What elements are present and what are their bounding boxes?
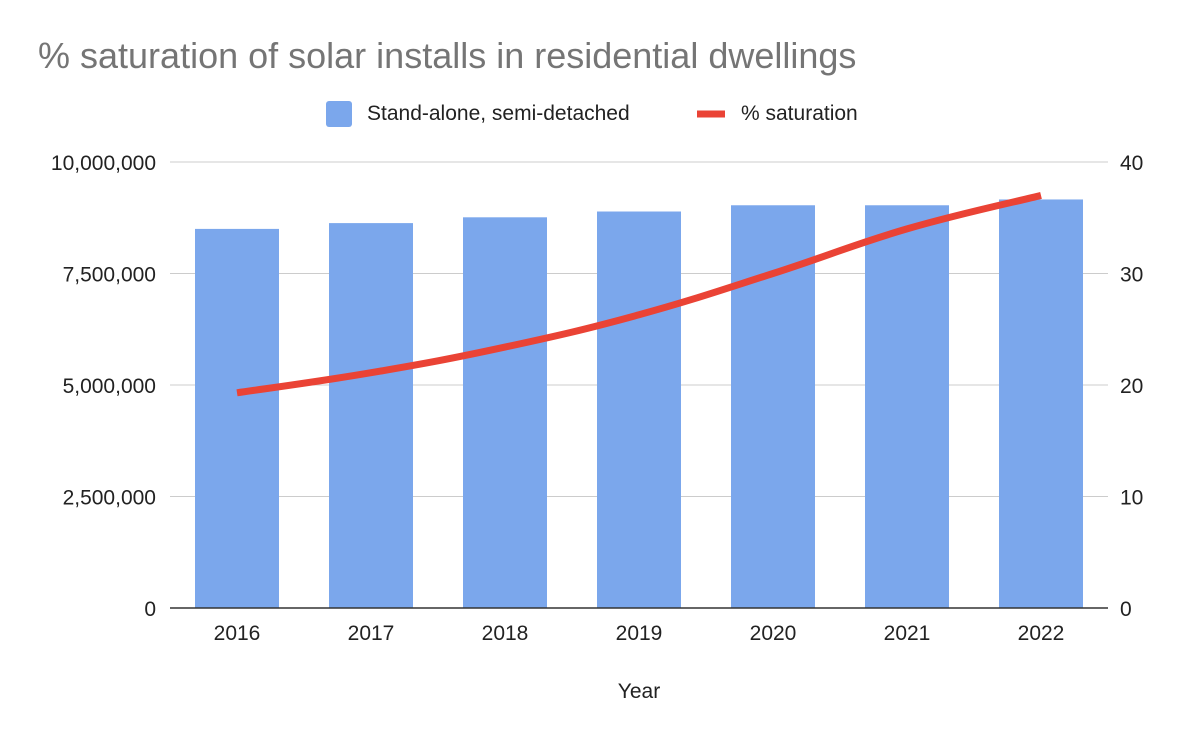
bar [999, 199, 1083, 609]
x-tick-label: 2020 [750, 622, 797, 645]
x-tick-label: 2017 [348, 622, 395, 645]
right-tick-label: 30 [1120, 264, 1143, 287]
right-axis-ticks: 0 10 20 30 40 [1120, 152, 1143, 621]
legend-label-line: % saturation [741, 102, 858, 125]
legend-swatch-bars [326, 101, 352, 127]
right-tick-label: 20 [1120, 375, 1143, 398]
bar [329, 223, 413, 609]
x-tick-label: 2016 [214, 622, 261, 645]
right-tick-label: 10 [1120, 487, 1143, 510]
right-tick-label: 0 [1120, 598, 1132, 621]
left-axis-ticks: 0 2,500,000 5,000,000 7,500,000 10,000,000 [51, 152, 156, 621]
left-tick-label: 2,500,000 [63, 487, 156, 510]
x-axis-title: Year [618, 680, 660, 703]
left-tick-label: 7,500,000 [63, 264, 156, 287]
bar [865, 205, 949, 608]
chart-title: % saturation of solar installs in reside… [38, 35, 856, 76]
x-tick-label: 2022 [1018, 622, 1065, 645]
bar [597, 211, 681, 609]
line-series [236, 192, 1042, 397]
left-tick-label: 10,000,000 [51, 152, 156, 175]
right-tick-label: 40 [1120, 152, 1143, 175]
legend-label-bars: Stand-alone, semi-detached [367, 102, 630, 125]
legend: Stand-alone, semi-detached % saturation [326, 101, 858, 127]
saturation-line [236, 192, 1042, 397]
left-tick-label: 0 [144, 598, 156, 621]
x-tick-label: 2018 [482, 622, 529, 645]
bar-series [195, 199, 1083, 609]
x-tick-label: 2019 [616, 622, 663, 645]
left-tick-label: 5,000,000 [63, 375, 156, 398]
bar [463, 217, 547, 608]
x-axis-ticks: 2016 2017 2018 2019 2020 2021 2022 [214, 622, 1065, 645]
x-tick-label: 2021 [884, 622, 931, 645]
bar [195, 228, 279, 608]
